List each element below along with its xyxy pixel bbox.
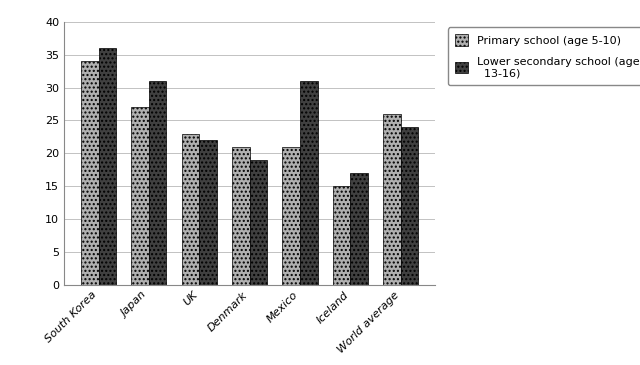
Bar — [182, 134, 199, 285]
Bar — [333, 186, 350, 285]
Bar — [232, 147, 250, 285]
Bar — [401, 127, 419, 285]
Bar — [300, 81, 317, 285]
Bar — [81, 61, 99, 285]
Bar — [149, 81, 166, 285]
Bar — [199, 140, 217, 285]
Bar — [131, 107, 149, 285]
Bar — [99, 48, 116, 285]
Legend: Primary school (age 5-10), Lower secondary school (age
  13-16): Primary school (age 5-10), Lower seconda… — [448, 27, 640, 85]
Bar — [250, 160, 268, 285]
Bar — [282, 147, 300, 285]
Bar — [383, 114, 401, 285]
Bar — [350, 173, 368, 285]
